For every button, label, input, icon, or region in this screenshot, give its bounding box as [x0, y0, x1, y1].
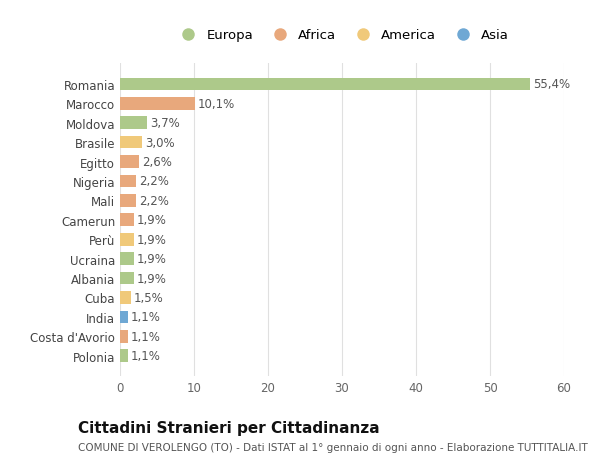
Text: 1,9%: 1,9% [137, 214, 167, 227]
Text: 2,2%: 2,2% [139, 195, 169, 207]
Bar [120, 175, 136, 188]
Text: 1,1%: 1,1% [131, 349, 161, 363]
Bar [120, 311, 128, 324]
Bar [120, 233, 134, 246]
Bar [120, 156, 139, 168]
Text: Cittadini Stranieri per Cittadinanza: Cittadini Stranieri per Cittadinanza [78, 420, 380, 435]
Bar [120, 291, 131, 304]
Text: 55,4%: 55,4% [533, 78, 570, 91]
Text: 1,5%: 1,5% [134, 291, 164, 304]
Text: 1,1%: 1,1% [131, 311, 161, 324]
Text: 10,1%: 10,1% [198, 98, 235, 111]
Bar [120, 350, 128, 362]
Text: 1,1%: 1,1% [131, 330, 161, 343]
Bar [120, 195, 136, 207]
Text: COMUNE DI VEROLENGO (TO) - Dati ISTAT al 1° gennaio di ogni anno - Elaborazione : COMUNE DI VEROLENGO (TO) - Dati ISTAT al… [78, 442, 588, 452]
Text: 1,9%: 1,9% [137, 233, 167, 246]
Text: 1,9%: 1,9% [137, 272, 167, 285]
Text: 1,9%: 1,9% [137, 252, 167, 266]
Bar [120, 214, 134, 227]
Text: 3,0%: 3,0% [145, 136, 175, 149]
Bar [120, 272, 134, 285]
Bar [120, 78, 530, 91]
Bar [120, 253, 134, 265]
Bar [120, 136, 142, 149]
Text: 2,2%: 2,2% [139, 175, 169, 188]
Legend: Europa, Africa, America, Asia: Europa, Africa, America, Asia [170, 24, 514, 48]
Bar [120, 98, 195, 111]
Bar [120, 330, 128, 343]
Text: 3,7%: 3,7% [151, 117, 180, 130]
Text: 2,6%: 2,6% [142, 156, 172, 169]
Bar [120, 117, 148, 130]
